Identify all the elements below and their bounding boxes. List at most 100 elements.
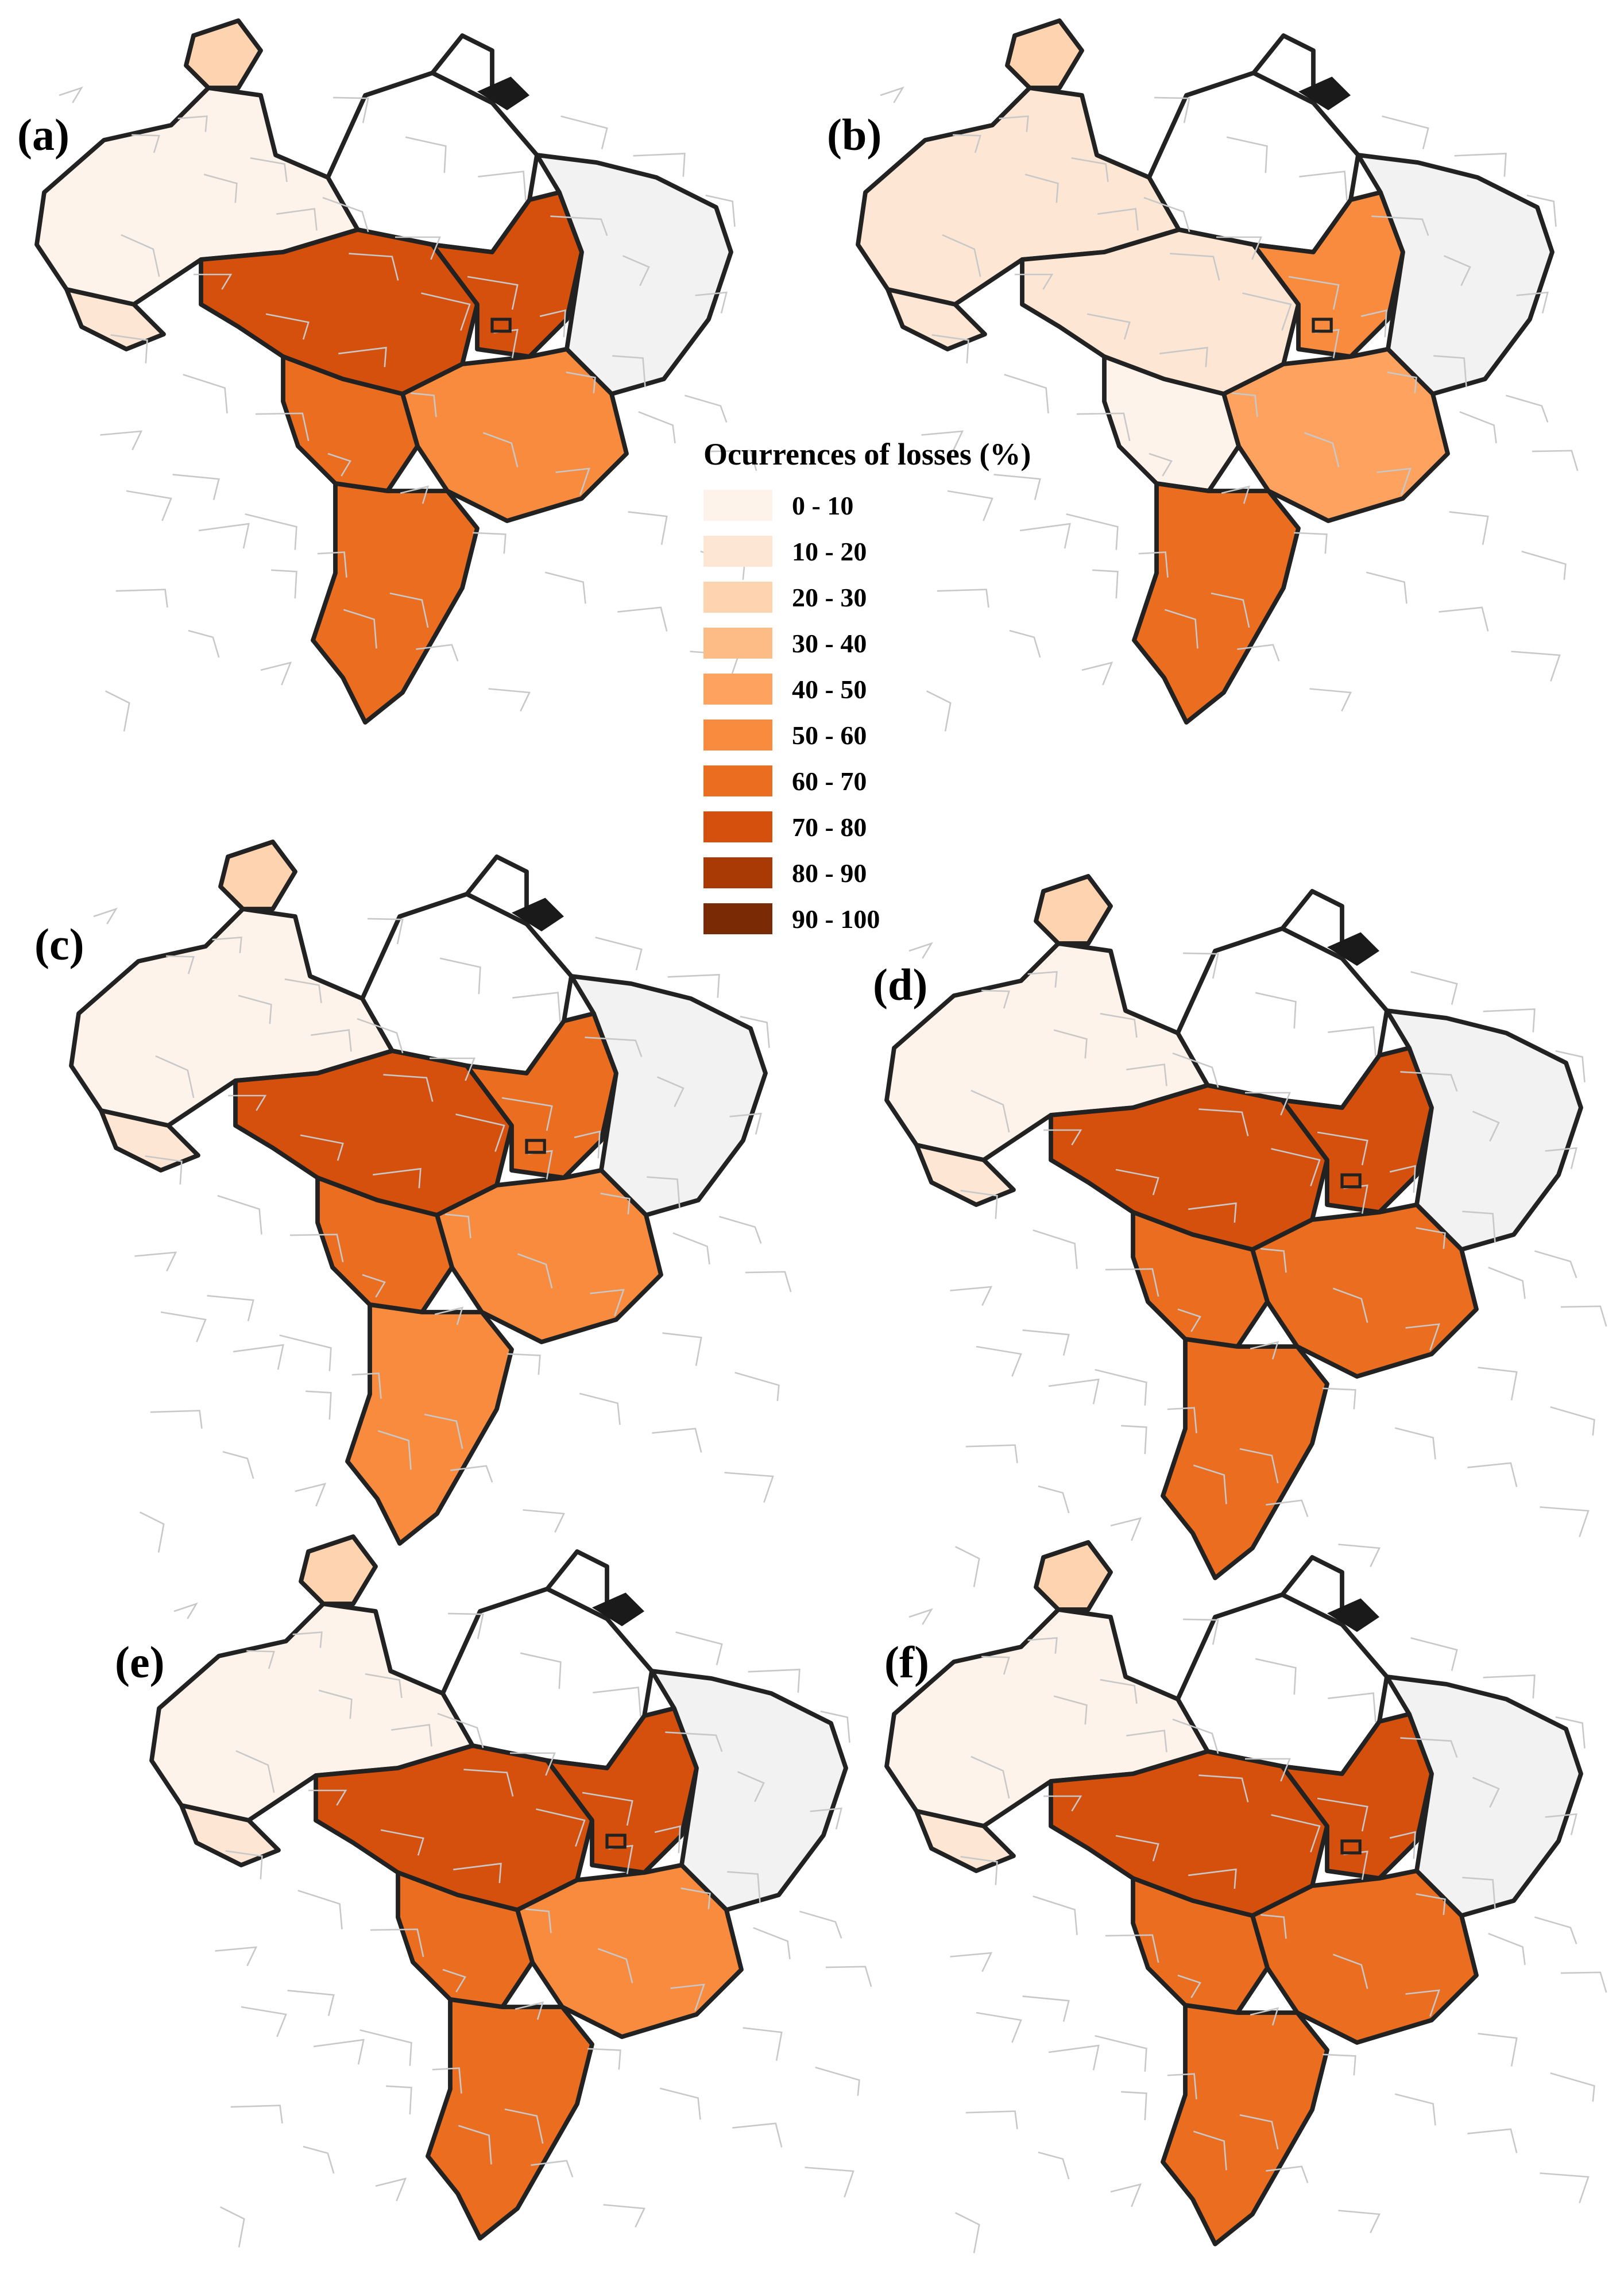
federal-district-marker — [1312, 318, 1333, 333]
legend-label: 40 - 50 — [792, 674, 867, 704]
municipality-borders — [908, 942, 1607, 1587]
region-amapa — [465, 854, 529, 926]
panel-label-a: (a) — [17, 110, 69, 160]
brazil-map-c — [69, 840, 792, 1553]
legend-label: 80 - 90 — [792, 858, 867, 888]
region-south — [1132, 481, 1301, 725]
marajo-island — [1298, 76, 1351, 110]
region-mato-grosso — [199, 227, 480, 396]
region-amapa — [430, 33, 494, 105]
legend-label: 20 - 30 — [792, 582, 867, 612]
region-southeast — [435, 1168, 663, 1344]
legend-item: 70 - 80 — [703, 804, 1117, 850]
region-acre — [99, 1108, 200, 1173]
region-roraima — [1034, 1540, 1113, 1612]
legend-item: 40 - 50 — [703, 666, 1117, 712]
legend-item: 10 - 20 — [703, 528, 1117, 574]
legend-swatch — [703, 490, 772, 521]
legend-label: 30 - 40 — [792, 628, 867, 658]
marajo-island — [477, 76, 529, 110]
map-panel-c: (c) — [34, 827, 810, 1573]
legend-label: 10 - 20 — [792, 536, 867, 566]
legend-label: 60 - 70 — [792, 766, 867, 796]
region-acre — [886, 287, 987, 351]
region-northeast — [569, 974, 768, 1217]
region-southeast — [515, 1863, 744, 2039]
legend-label: 90 - 100 — [792, 904, 880, 934]
municipality-borders — [173, 1602, 872, 2248]
municipality-borders — [93, 907, 792, 1553]
brazil-map-a — [34, 18, 757, 732]
map-panel-f: (f) — [850, 1527, 1624, 2274]
federal-district-marker — [605, 1834, 627, 1849]
region-southeast — [1250, 1202, 1479, 1379]
region-mato-grosso — [1049, 1749, 1329, 1918]
region-northeast — [535, 153, 733, 396]
panel-label-b: (b) — [827, 110, 882, 160]
region-roraima — [184, 18, 263, 90]
municipality-borders — [880, 86, 1579, 732]
federal-district-marker — [1340, 1173, 1362, 1189]
legend-label: 70 - 80 — [792, 812, 867, 842]
region-south — [1161, 2003, 1329, 2246]
panel-label-f: (f) — [884, 1637, 929, 1687]
legend-rows: 0 - 10 10 - 20 20 - 30 30 - 40 40 - 50 50 - 6… — [703, 482, 1117, 942]
region-amapa — [545, 1549, 609, 1621]
region-roraima — [1034, 874, 1113, 946]
region-south — [345, 1302, 514, 1546]
legend-swatch — [703, 765, 772, 796]
region-amapa — [1280, 1555, 1344, 1627]
legend-swatch — [703, 628, 772, 659]
map-panel-a: (a) — [0, 6, 775, 752]
panel-label-d: (d) — [873, 960, 928, 1009]
region-mato-grosso — [1049, 1083, 1329, 1252]
legend-item: 0 - 10 — [703, 482, 1117, 528]
region-acre — [914, 1143, 1016, 1207]
panel-label-c: (c) — [34, 919, 84, 969]
federal-district-marker — [490, 318, 512, 333]
marajo-island — [1327, 1598, 1379, 1632]
region-amapa — [1251, 33, 1316, 105]
legend-swatch — [703, 674, 772, 705]
region-mato-grosso — [233, 1049, 514, 1217]
region-south — [426, 1997, 594, 2241]
legend-item: 90 - 100 — [703, 896, 1117, 942]
legend-item: 80 - 90 — [703, 850, 1117, 896]
region-northeast — [649, 1669, 848, 1912]
municipality-borders — [59, 86, 757, 732]
region-acre — [179, 1803, 281, 1867]
federal-district-marker — [525, 1139, 546, 1154]
region-southeast — [400, 347, 629, 523]
region-mato-grosso — [1020, 227, 1301, 396]
map-panel-d: (d) — [850, 861, 1624, 1608]
legend-swatch — [703, 720, 772, 751]
region-southeast — [1250, 1869, 1479, 2045]
region-northeast — [1385, 1674, 1583, 1918]
legend-swatch — [703, 811, 772, 842]
region-south — [311, 481, 480, 725]
legend-item: 50 - 60 — [703, 712, 1117, 758]
map-panel-e: (e) — [115, 1522, 890, 2268]
brazil-map-d — [884, 874, 1607, 1587]
region-roraima — [1005, 18, 1084, 90]
legend-label: 50 - 60 — [792, 720, 867, 750]
region-roraima — [299, 1534, 378, 1606]
map-panel-b: (b) — [821, 6, 1596, 752]
region-mato-grosso — [314, 1743, 594, 1912]
region-acre — [64, 287, 166, 351]
region-amapa — [1280, 889, 1344, 961]
brazil-map-b — [856, 18, 1579, 732]
municipality-borders — [908, 1608, 1607, 2253]
legend-swatch — [703, 903, 772, 934]
region-roraima — [218, 840, 297, 911]
region-acre — [914, 1809, 1016, 1873]
legend-swatch — [703, 536, 772, 567]
region-northeast — [1356, 153, 1555, 396]
legend-swatch — [703, 857, 772, 888]
brazil-map-e — [149, 1534, 872, 2248]
legend-swatch — [703, 582, 772, 613]
region-southeast — [1221, 347, 1450, 523]
panel-label-e: (e) — [115, 1637, 165, 1687]
legend-item: 60 - 70 — [703, 758, 1117, 804]
region-south — [1161, 1337, 1329, 1580]
